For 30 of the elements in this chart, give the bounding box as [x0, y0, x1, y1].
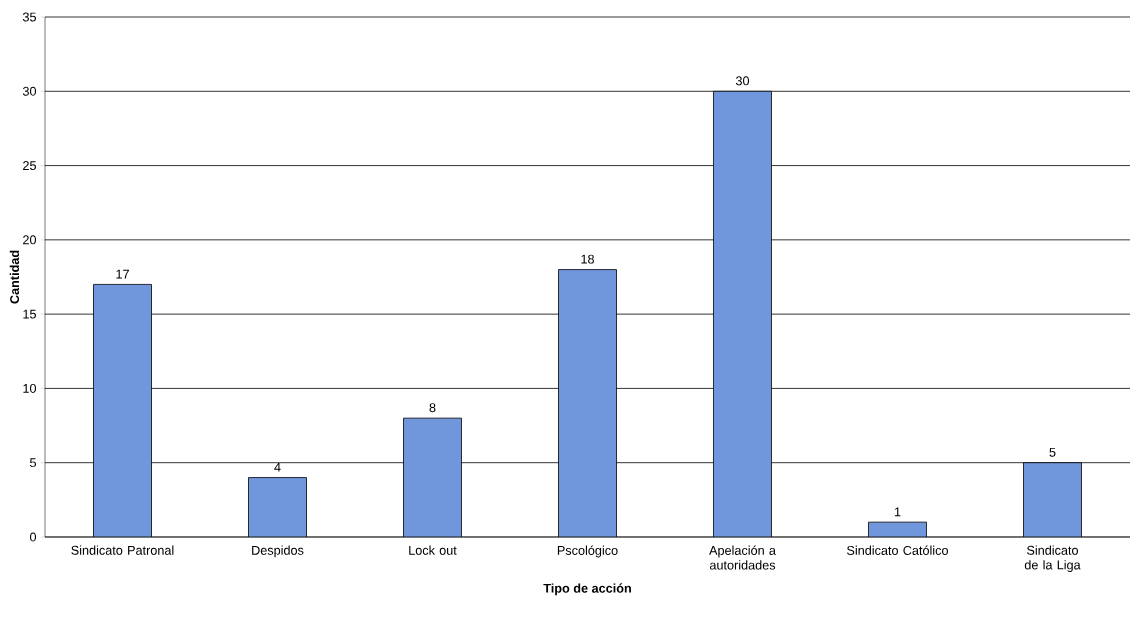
x-tick-label: Pscológico — [557, 545, 618, 558]
data-label: 30 — [735, 76, 750, 86]
bar — [1023, 462, 1082, 537]
bar — [713, 90, 772, 537]
data-label: 4 — [274, 462, 281, 472]
data-label: 17 — [116, 269, 129, 279]
x-axis-title: Tipo de acción — [543, 583, 631, 596]
y-tick-label: 5 — [29, 458, 36, 468]
data-label: 18 — [581, 254, 594, 264]
data-label: 1 — [894, 507, 901, 517]
x-tick-label: Sindicato de la Liga — [1024, 545, 1081, 572]
x-tick-label: Sindicato Patronal — [71, 545, 174, 555]
data-label: 5 — [1049, 447, 1056, 457]
y-tick-label: 25 — [23, 161, 36, 171]
y-tick-label: 15 — [23, 309, 36, 319]
bar — [93, 284, 152, 537]
bar — [403, 417, 462, 537]
y-tick-label: 20 — [23, 235, 37, 245]
x-tick-label: Lock out — [409, 545, 457, 555]
x-tick-label: Despidos — [252, 545, 304, 558]
y-tick-label: 0 — [29, 532, 37, 542]
y-tick-label: 35 — [22, 12, 36, 22]
x-tick-label: Apelación a autoridades — [709, 545, 776, 570]
data-label: 8 — [429, 403, 436, 413]
bar — [558, 269, 617, 537]
y-tick-label: 10 — [23, 383, 37, 393]
y-tick-label: 30 — [22, 86, 37, 96]
y-axis-title: Cantidad — [9, 250, 20, 304]
x-tick-label: Sindicato Católico — [847, 545, 948, 555]
bar — [248, 477, 307, 537]
